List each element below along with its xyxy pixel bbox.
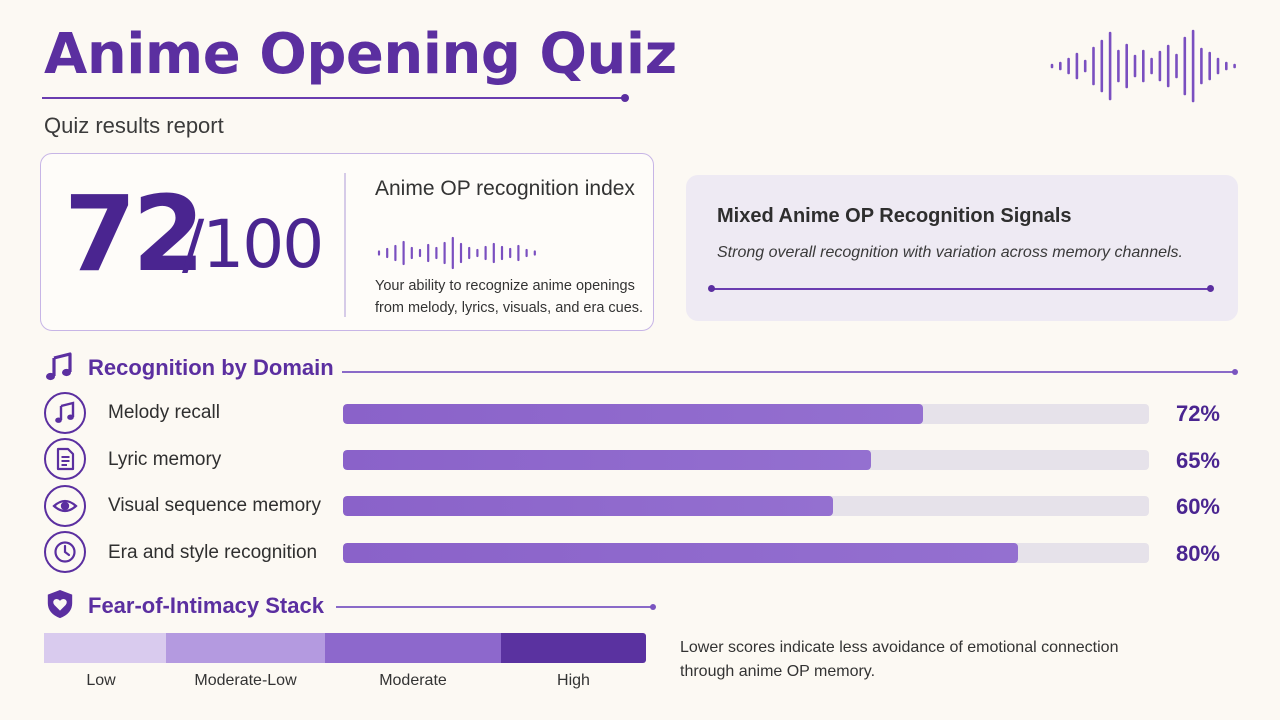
domain-value-lyric: 65%: [1175, 448, 1220, 473]
index-title: Anime OP recognition index: [375, 177, 635, 200]
melody-icon-circle: [44, 392, 86, 434]
era-icon-circle: [44, 531, 86, 573]
stack-label-low: Low: [86, 672, 116, 689]
domain-section-title: Recognition by Domain: [88, 355, 334, 380]
music-note-icon: [46, 352, 72, 381]
domain-section-rule-dot: [1232, 369, 1238, 375]
signal-divider-dot: [1207, 285, 1214, 292]
domain-bar-fill: [343, 496, 834, 516]
stack-label-high: High: [557, 672, 590, 689]
domain-bar-era: [343, 543, 1149, 563]
waveform-icon: [377, 236, 536, 270]
signal-description: Strong overall recognition with variatio…: [717, 244, 1183, 261]
title-underline: [42, 97, 626, 99]
domain-bar-visual: [343, 496, 1149, 516]
signal-divider-dot: [708, 285, 715, 292]
score-denominator: /100: [182, 206, 324, 283]
domain-value-era: 80%: [1175, 541, 1220, 566]
page-title: Anime Opening Quiz: [44, 22, 677, 87]
domain-bar-fill: [343, 543, 1019, 563]
visual-icon-circle: [44, 485, 86, 527]
stack-section-rule: [336, 606, 652, 608]
stack-section-title: Fear-of-Intimacy Stack: [88, 593, 324, 618]
domain-value-visual: 60%: [1175, 494, 1220, 519]
eye-icon: [52, 499, 78, 513]
title-underline-dot: [621, 94, 629, 102]
stack-segment-moderate: [325, 633, 501, 663]
domain-label-lyric: Lyric memory: [108, 449, 222, 470]
stack-segment-high: [501, 633, 646, 663]
stack-label-moderate-low: Moderate-Low: [194, 672, 297, 689]
stack-segment-moderate-low: [166, 633, 325, 663]
signal-title: Mixed Anime OP Recognition Signals: [717, 205, 1072, 227]
score-value: 72: [64, 173, 205, 295]
domain-bar-lyric: [343, 450, 1149, 470]
lyric-icon-circle: [44, 438, 86, 480]
score-divider: [344, 173, 346, 317]
signal-card: [686, 175, 1238, 321]
music-note-icon: [55, 401, 75, 423]
document-icon: [56, 447, 75, 471]
index-description: Your ability to recognize anime openings…: [375, 278, 644, 316]
domain-label-visual: Visual sequence memory: [108, 495, 321, 516]
stack-label-moderate: Moderate: [379, 672, 447, 689]
domain-label-melody: Melody recall: [108, 402, 220, 423]
domain-bar-fill: [343, 450, 871, 470]
domain-value-melody: 72%: [1175, 401, 1220, 426]
domain-label-era: Era and style recognition: [108, 542, 318, 563]
score-card: [40, 153, 654, 331]
stack-section-rule-dot: [650, 604, 656, 610]
stack-segment-low: [44, 633, 166, 663]
clock-icon: [54, 541, 76, 563]
signal-divider: [711, 288, 1211, 290]
heart-shield-icon: [47, 589, 73, 619]
domain-bar-fill: [343, 404, 924, 424]
sound-wave-icon: [1050, 29, 1236, 103]
domain-bar-melody: [343, 404, 1149, 424]
page-subtitle: Quiz results report: [44, 113, 224, 138]
domain-section-rule: [342, 371, 1234, 373]
stack-note: Lower scores indicate less avoidance of …: [680, 639, 1119, 680]
